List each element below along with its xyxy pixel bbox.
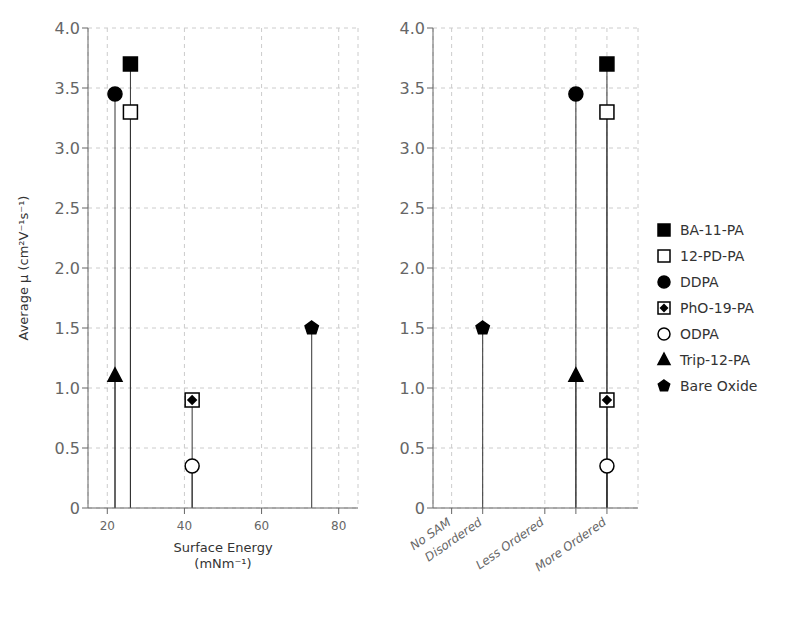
html-text:DDPA: DDPA (680, 274, 719, 290)
svg-text:3.5: 3.5 (400, 79, 425, 98)
svg-text:3.5: 3.5 (55, 79, 80, 98)
svg-text:0: 0 (415, 499, 425, 518)
svg-text:0.5: 0.5 (400, 439, 425, 458)
svg-text:1.0: 1.0 (400, 379, 425, 398)
svg-text:2.0: 2.0 (400, 259, 425, 278)
svg-text:0.5: 0.5 (55, 439, 80, 458)
svg-text:20: 20 (100, 519, 115, 533)
html-text:PhO-19-PA: PhO-19-PA (680, 300, 754, 316)
svg-text:80: 80 (331, 519, 346, 533)
html-text:ODPA: ODPA (680, 326, 719, 342)
svg-text:4.0: 4.0 (55, 19, 80, 38)
svg-text:60: 60 (254, 519, 269, 533)
html-text:12-PD-PA: 12-PD-PA (680, 248, 745, 264)
svg-text:2.0: 2.0 (55, 259, 80, 278)
svg-text:1.5: 1.5 (55, 319, 80, 338)
svg-text:4.0: 4.0 (400, 19, 425, 38)
svg-text:40: 40 (177, 519, 192, 533)
html-text:BA-11-PA: BA-11-PA (680, 222, 744, 238)
svg-text:Disordered: Disordered (422, 515, 484, 565)
svg-text:Surface Energy(mNm⁻¹): Surface Energy(mNm⁻¹) (173, 540, 272, 571)
svg-text:1.0: 1.0 (55, 379, 80, 398)
html-text:Bare Oxide: Bare Oxide (680, 378, 758, 394)
svg-text:No SAM: No SAM (407, 515, 454, 553)
svg-text:1.5: 1.5 (400, 319, 425, 338)
svg-text:0: 0 (70, 499, 80, 518)
svg-text:3.0: 3.0 (400, 139, 425, 158)
html-text:Trip-12-PA: Trip-12-PA (680, 352, 751, 368)
svg-text:Less Ordered: Less Ordered (473, 515, 547, 573)
svg-text:3.0: 3.0 (55, 139, 80, 158)
svg-text:2.5: 2.5 (400, 199, 425, 218)
svg-text:2.5: 2.5 (55, 199, 80, 218)
svg-text:More Ordered: More Ordered (533, 515, 609, 574)
svg-text:Average μ (cm²V⁻¹s⁻¹): Average μ (cm²V⁻¹s⁻¹) (16, 196, 31, 341)
